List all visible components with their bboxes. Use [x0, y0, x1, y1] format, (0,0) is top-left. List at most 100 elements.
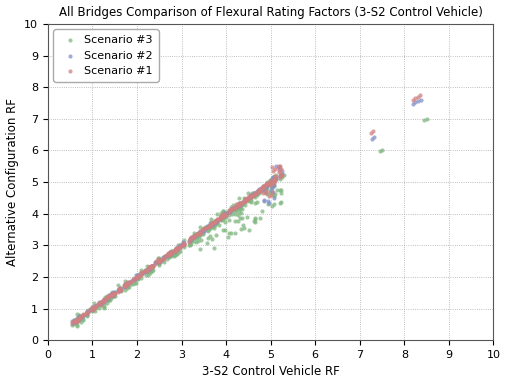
Scenario #2: [268, 182, 276, 189]
Scenario #2: [156, 257, 164, 263]
Scenario #1: [176, 243, 184, 250]
Scenario #2: [152, 259, 160, 265]
Scenario #3: [148, 266, 157, 273]
Scenario #3: [121, 281, 129, 287]
Scenario #3: [218, 227, 226, 233]
Scenario #3: [266, 189, 274, 195]
Scenario #2: [148, 263, 156, 269]
Scenario #2: [151, 260, 159, 266]
Scenario #1: [166, 250, 174, 257]
Scenario #3: [211, 221, 219, 227]
Scenario #3: [171, 250, 179, 257]
Scenario #3: [72, 322, 80, 328]
Scenario #1: [269, 177, 277, 184]
Scenario #1: [193, 231, 201, 237]
Scenario #1: [115, 286, 123, 292]
Scenario #3: [94, 305, 103, 311]
Scenario #3: [108, 288, 116, 295]
Scenario #1: [115, 286, 123, 293]
Scenario #1: [239, 198, 247, 204]
Scenario #3: [240, 202, 248, 208]
Scenario #2: [186, 235, 194, 242]
Scenario #2: [90, 304, 98, 310]
Scenario #1: [254, 188, 262, 194]
Scenario #2: [123, 280, 131, 286]
Scenario #2: [243, 195, 251, 201]
Scenario #1: [233, 202, 241, 208]
Scenario #1: [104, 295, 112, 301]
Scenario #3: [207, 219, 215, 225]
Scenario #2: [179, 239, 187, 245]
Scenario #2: [266, 180, 274, 186]
Scenario #1: [212, 219, 220, 225]
Scenario #3: [268, 175, 276, 181]
Scenario #2: [116, 286, 124, 292]
Scenario #2: [166, 249, 174, 255]
Scenario #1: [111, 290, 119, 296]
Scenario #3: [269, 192, 277, 198]
Scenario #3: [71, 319, 79, 326]
Scenario #3: [145, 266, 153, 273]
Scenario #1: [107, 292, 115, 298]
Scenario #3: [206, 233, 214, 239]
Scenario #2: [255, 187, 263, 193]
Scenario #3: [194, 234, 203, 240]
Scenario #2: [185, 237, 193, 243]
Scenario #3: [133, 274, 141, 280]
Scenario #1: [173, 246, 181, 252]
Scenario #2: [77, 314, 85, 321]
Scenario #1: [197, 230, 205, 236]
Scenario #3: [256, 186, 264, 192]
Scenario #3: [200, 224, 209, 230]
Scenario #3: [76, 316, 84, 322]
Scenario #3: [199, 230, 207, 236]
Scenario #1: [217, 213, 225, 219]
Scenario #1: [88, 307, 96, 313]
Scenario #2: [269, 175, 277, 181]
Scenario #3: [180, 243, 188, 250]
Scenario #1: [106, 293, 114, 299]
Scenario #2: [207, 222, 215, 228]
Scenario #1: [134, 273, 142, 279]
Scenario #3: [176, 244, 184, 250]
Scenario #1: [207, 220, 215, 227]
Scenario #2: [68, 320, 76, 326]
Scenario #3: [134, 275, 142, 281]
Scenario #3: [220, 214, 228, 220]
Scenario #2: [277, 171, 285, 177]
Scenario #2: [110, 289, 118, 295]
Scenario #2: [275, 172, 283, 179]
Scenario #2: [197, 228, 205, 234]
Scenario #2: [210, 220, 218, 226]
Scenario #2: [234, 202, 242, 208]
Scenario #1: [108, 291, 116, 298]
Scenario #3: [231, 207, 239, 213]
Scenario #3: [142, 272, 150, 278]
Scenario #2: [190, 233, 198, 239]
Scenario #1: [245, 192, 254, 198]
Scenario #3: [107, 292, 115, 298]
Scenario #1: [234, 201, 242, 207]
Scenario #3: [115, 285, 123, 291]
Scenario #3: [233, 205, 241, 211]
Scenario #3: [165, 253, 173, 259]
Scenario #1: [271, 177, 279, 184]
Scenario #3: [173, 250, 181, 257]
Scenario #3: [179, 240, 187, 246]
Scenario #2: [255, 186, 263, 192]
Scenario #2: [271, 174, 279, 180]
Scenario #2: [187, 235, 195, 241]
Scenario #2: [245, 193, 254, 199]
Scenario #1: [275, 174, 283, 180]
Scenario #3: [209, 222, 217, 228]
Scenario #2: [164, 253, 172, 259]
Scenario #1: [123, 281, 131, 287]
Scenario #2: [235, 201, 243, 207]
Scenario #3: [231, 205, 239, 211]
Scenario #2: [194, 230, 203, 236]
Scenario #1: [179, 240, 187, 246]
Scenario #2: [237, 199, 245, 205]
Scenario #2: [268, 179, 276, 185]
Scenario #3: [196, 224, 204, 230]
Scenario #3: [275, 176, 283, 182]
